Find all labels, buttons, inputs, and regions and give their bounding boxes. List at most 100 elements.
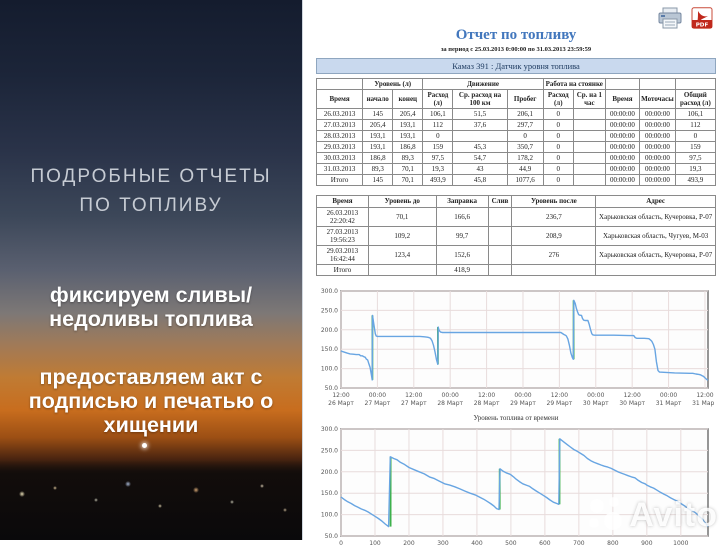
cell — [572, 108, 606, 121]
table-row: 26.03.2013 22:20:42 70,1 166,6 236,7 Харьков… — [316, 206, 716, 227]
column-header: Заправка — [435, 195, 489, 208]
svg-text:150.0: 150.0 — [321, 346, 338, 353]
table-row: 27.03.2013 19:56:23 109,2 99,7 208,9 Харьков… — [316, 225, 716, 246]
cell: 19,3 — [674, 163, 717, 176]
cell: 00:00:00 — [638, 174, 676, 187]
cell: 89,3 — [392, 152, 424, 165]
cell — [487, 244, 513, 265]
cell: 70,1 — [392, 163, 424, 176]
column-header: Движение — [422, 77, 544, 91]
pdf-icon[interactable]: PDF — [689, 7, 715, 29]
svg-text:900: 900 — [641, 540, 653, 546]
cell: 186,8 — [392, 141, 424, 154]
cell: 0 — [542, 141, 574, 154]
svg-text:27 Март: 27 Март — [365, 400, 391, 407]
svg-text:300.0: 300.0 — [321, 288, 338, 295]
svg-text:200.0: 200.0 — [321, 327, 338, 334]
cell: 123,4 — [367, 244, 437, 265]
table-row: 28.03.2013 193,1 193,1 0 0 0 00:00:00 00:00:00 0 — [315, 130, 717, 143]
svg-text:PDF: PDF — [696, 22, 709, 28]
cell: 45,3 — [452, 141, 508, 154]
cell: 0 — [542, 108, 574, 121]
svg-text:00:00: 00:00 — [660, 392, 677, 399]
cell — [452, 130, 508, 143]
svg-text:12:00: 12:00 — [332, 392, 349, 399]
table-row: 27.03.2013 205,4 193,1 112 37,6 297,7 0 00:00:0… — [315, 119, 717, 132]
svg-text:50.0: 50.0 — [325, 533, 339, 540]
svg-text:100: 100 — [369, 540, 381, 546]
column-header: Адрес — [595, 195, 716, 208]
cell: 00:00:00 — [638, 163, 676, 176]
table-row: 26.03.2013 145 205,4 106,1 51,5 206,1 0 00:00:0… — [315, 108, 717, 121]
cell: 0 — [542, 119, 574, 132]
cell — [572, 152, 606, 165]
cell: 51,5 — [452, 108, 508, 121]
cell: 00:00:00 — [638, 119, 676, 132]
table-row: 30.03.2013 186,8 89,3 97,5 54,7 178,2 0 00:00:0… — [315, 152, 717, 165]
svg-text:27 Март: 27 Март — [401, 400, 427, 407]
cell: 00:00:00 — [604, 141, 640, 154]
column-header: Время — [315, 89, 364, 110]
cell: 1077,6 — [506, 174, 544, 187]
column-header-row: Время начало конец Расход (л) Ср. расход… — [315, 89, 717, 110]
column-header: Общий расход (л) — [674, 89, 717, 110]
cell: 99,7 — [435, 225, 489, 246]
svg-text:150.0: 150.0 — [321, 490, 338, 497]
cell: 70,1 — [367, 206, 437, 227]
cell: 297,7 — [506, 119, 544, 132]
cell — [487, 263, 513, 276]
cell: 97,5 — [674, 152, 717, 165]
cell: 28.03.2013 — [315, 130, 364, 143]
cell — [595, 263, 716, 276]
cell — [511, 263, 597, 276]
cell: 0 — [542, 130, 574, 143]
cell: 0 — [506, 130, 544, 143]
svg-text:12:00: 12:00 — [551, 392, 568, 399]
svg-text:28 Март: 28 Март — [437, 400, 463, 407]
svg-text:30 Март: 30 Март — [583, 400, 609, 407]
cell: 276 — [511, 244, 597, 265]
column-header-row: Время Уровень до Заправка Слив Уровень п… — [316, 195, 716, 208]
daily-fuel-table: Уровень (л) Движение Работа на стоянке В… — [315, 77, 717, 187]
cell: 00:00:00 — [638, 141, 676, 154]
sunset-photo-background: ПОДРОБНЫЕ ОТЧЕТЫ ПО ТОПЛИВУ фиксируем сл… — [0, 0, 302, 540]
svg-text:00:00: 00:00 — [514, 392, 531, 399]
cell: 106,1 — [422, 108, 454, 121]
column-header: Моточасы — [638, 89, 676, 110]
cell: 29.03.2013 — [315, 141, 364, 154]
cell — [572, 130, 606, 143]
cell — [572, 119, 606, 132]
cell: 27.03.2013 19:56:23 — [316, 225, 369, 246]
svg-text:100.0: 100.0 — [321, 511, 338, 518]
svg-text:600: 600 — [539, 540, 551, 546]
cell: 54,7 — [452, 152, 508, 165]
fuel-report-page: PDF Отчет по топливу за период с 25.03.2… — [302, 0, 720, 547]
svg-text:29 Март: 29 Март — [547, 400, 573, 407]
promo-heading: ПОДРОБНЫЕ ОТЧЕТЫ ПО ТОПЛИВУ — [30, 166, 272, 217]
cell: 19,3 — [422, 163, 454, 176]
svg-text:12:00: 12:00 — [405, 392, 422, 399]
cell: 193,1 — [362, 141, 394, 154]
svg-text:200: 200 — [403, 540, 415, 546]
cell: 26.03.2013 22:20:42 — [316, 206, 369, 227]
refuel-table: Время Уровень до Заправка Слив Уровень п… — [316, 195, 716, 276]
cell: 193,1 — [392, 119, 424, 132]
column-header: Слив — [487, 195, 513, 208]
vehicle-header: Камаз 391 : Датчик уровня топлива — [316, 58, 716, 74]
cell: 350,7 — [506, 141, 544, 154]
cell: 00:00:00 — [604, 130, 640, 143]
promo-point-drains: фиксируем сливы/ недоливы топлива — [49, 283, 253, 332]
cell: 208,9 — [511, 225, 597, 246]
column-header: Время — [316, 195, 369, 208]
fuel-level-distance-chart: 50.0 100.0 150.0 200.0 250.0 300.0 0 100 200 300 4… — [321, 426, 709, 547]
report-title: Отчет по топливу — [455, 27, 577, 43]
cell — [572, 163, 606, 176]
svg-text:700: 700 — [573, 540, 585, 546]
column-header: Уровень (л) — [362, 77, 424, 91]
svg-text:12:00: 12:00 — [624, 392, 641, 399]
print-icon[interactable] — [657, 7, 683, 29]
cell: 236,7 — [511, 206, 597, 227]
cell: 45,8 — [452, 174, 508, 187]
svg-text:00:00: 00:00 — [369, 392, 386, 399]
